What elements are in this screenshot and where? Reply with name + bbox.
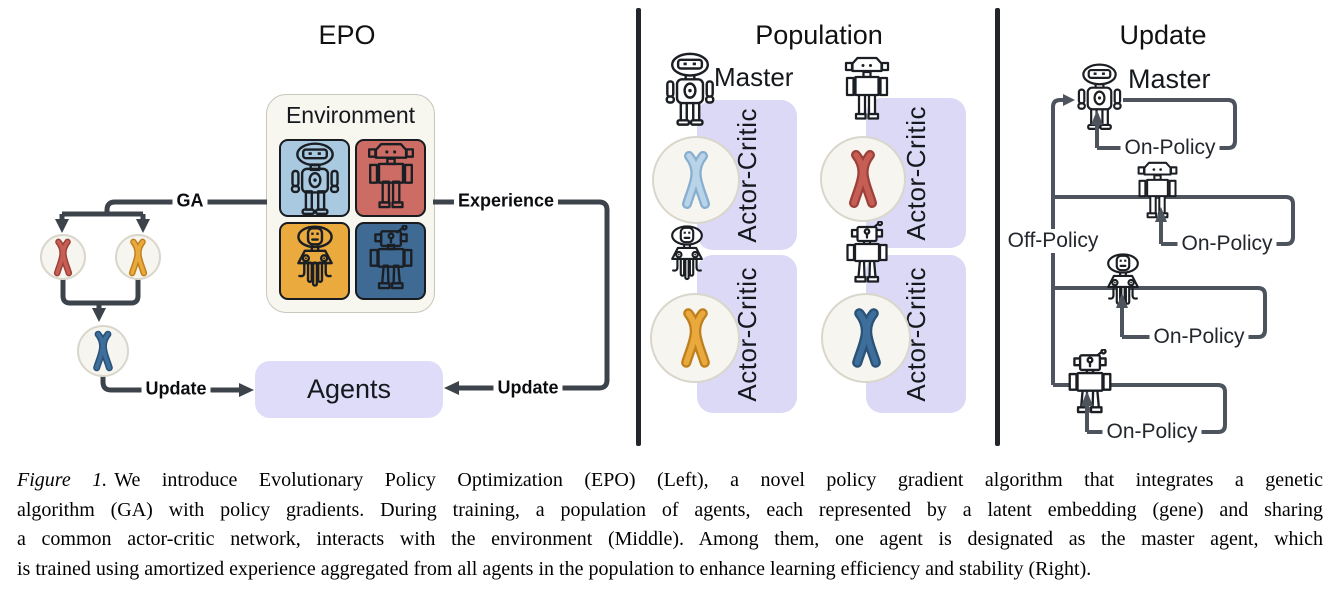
square-robot-icon [365,142,417,215]
antenna-robot-icon [1064,349,1116,422]
octopus-robot-icon [663,224,711,291]
update-right-edge-label: Update [493,377,563,399]
panel-divider-2 [995,8,1000,446]
panel-divider-1 [636,8,641,446]
chromosome-icon [675,307,716,369]
parent-gene-orange [115,234,161,280]
square-robot-icon [842,56,892,126]
ga-edge-label: GA [172,190,208,212]
experience-edge-label: Experience [453,190,559,212]
square-robot-icon [1135,161,1180,224]
env-tile-blue [279,139,350,217]
chromosome-icon [843,149,883,209]
caption-line-1: Figure 1. We introduce Evolutionary Polic… [17,466,1323,496]
left-panel-title: EPO [318,20,376,50]
env-tile-orange [279,222,350,300]
env-tile-red [355,139,426,217]
gene-circle-red [820,136,906,222]
child-gene-blue [77,325,129,377]
environment-box: Environment [266,94,435,313]
update-master-label: Master [1128,64,1211,94]
chromosome-icon [89,330,117,372]
env-tile-navy [355,222,426,300]
on-policy-label-3: On-Policy [1149,325,1249,349]
figure-number-label: Figure 1. [17,469,108,491]
chromosome-icon [50,238,76,277]
agents-label: Agents [306,374,392,404]
chromosome-icon [676,150,716,210]
octopus-robot-icon [288,224,342,299]
environment-label: Environment [285,102,416,128]
update-left-edge-label: Update [141,378,211,400]
gene-circle-orange [650,293,740,383]
agents-box: Agents [255,361,443,418]
antenna-robot-icon [842,221,892,291]
caption-text: We introduce Evolutionary Policy Optimiz… [114,469,1323,491]
antenna-robot-icon [365,225,417,298]
octopus-robot-icon [1099,252,1147,319]
caption-line-3: a common actor-critic network, interacts… [17,528,1323,551]
off-policy-label: Off-Policy [1003,229,1103,253]
caption-line-2: algorithm (GA) with policy gradients. Du… [17,498,1323,521]
right-panel-title: Update [1119,20,1207,50]
gene-circle-blue [821,293,911,383]
round-robot-icon [663,51,717,127]
chromosome-icon [125,238,151,277]
chromosome-icon [846,307,887,369]
round-robot-icon [288,141,342,216]
figure-caption: Figure 1. We introduce Evolutionary Polic… [17,466,1323,584]
caption-line-4: is trained using amortized experience ag… [17,557,1092,580]
on-policy-label-1: On-Policy [1120,136,1220,160]
on-policy-label-4: On-Policy [1102,420,1202,444]
population-master-label: Master [714,62,794,92]
round-robot-icon [1075,62,1124,131]
on-policy-label-2: On-Policy [1177,232,1277,256]
gene-circle-lightblue [652,136,740,224]
middle-panel-title: Population [755,20,883,50]
parent-gene-red [40,234,86,280]
environment-robot-grid [279,139,426,300]
